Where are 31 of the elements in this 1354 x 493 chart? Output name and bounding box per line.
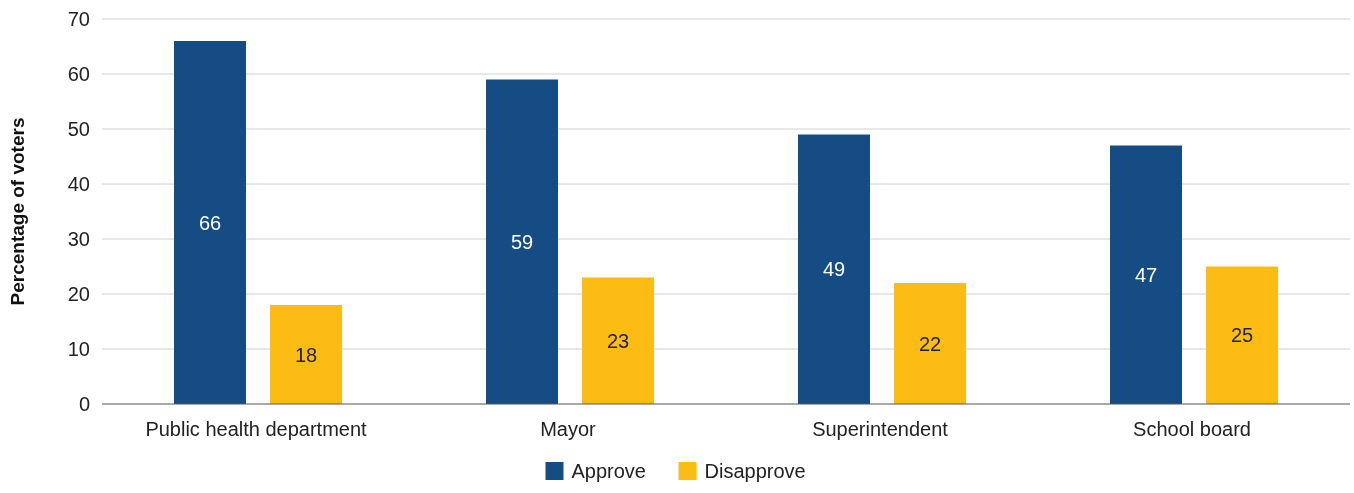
data-label: 25: [1230, 324, 1254, 347]
x-tick-label: Superintendent: [812, 418, 949, 440]
bar: [1206, 266, 1278, 404]
data-label: 49: [822, 258, 846, 281]
bar: [894, 283, 966, 404]
bar: [1110, 145, 1182, 404]
bar: [582, 277, 654, 404]
data-label: 59: [510, 230, 534, 253]
y-tick-label: 0: [78, 393, 90, 415]
bar: [798, 134, 870, 404]
y-axis-title: Percentage of voters: [7, 117, 28, 306]
y-tick-label: 30: [67, 228, 90, 250]
y-tick-label: 60: [67, 63, 90, 85]
y-tick-label: 10: [67, 338, 90, 360]
legend-label: Approve: [571, 460, 646, 482]
data-label: 23: [606, 329, 630, 352]
bar: [174, 41, 246, 404]
data-label: 47: [1134, 263, 1158, 286]
legend-label: Disapprove: [704, 460, 806, 482]
bar: [270, 305, 342, 404]
data-label: 22: [918, 332, 942, 355]
data-label: 18: [294, 343, 318, 366]
x-tick-label: Mayor: [540, 418, 597, 440]
y-tick-label: 40: [67, 173, 90, 195]
bar: [486, 79, 558, 404]
x-tick-label: School board: [1133, 418, 1251, 440]
y-tick-label: 70: [67, 8, 90, 30]
y-tick-label: 20: [67, 283, 90, 305]
data-label: 66: [198, 211, 222, 234]
y-tick-label: 50: [67, 118, 90, 140]
x-tick-label: Public health department: [145, 418, 368, 440]
